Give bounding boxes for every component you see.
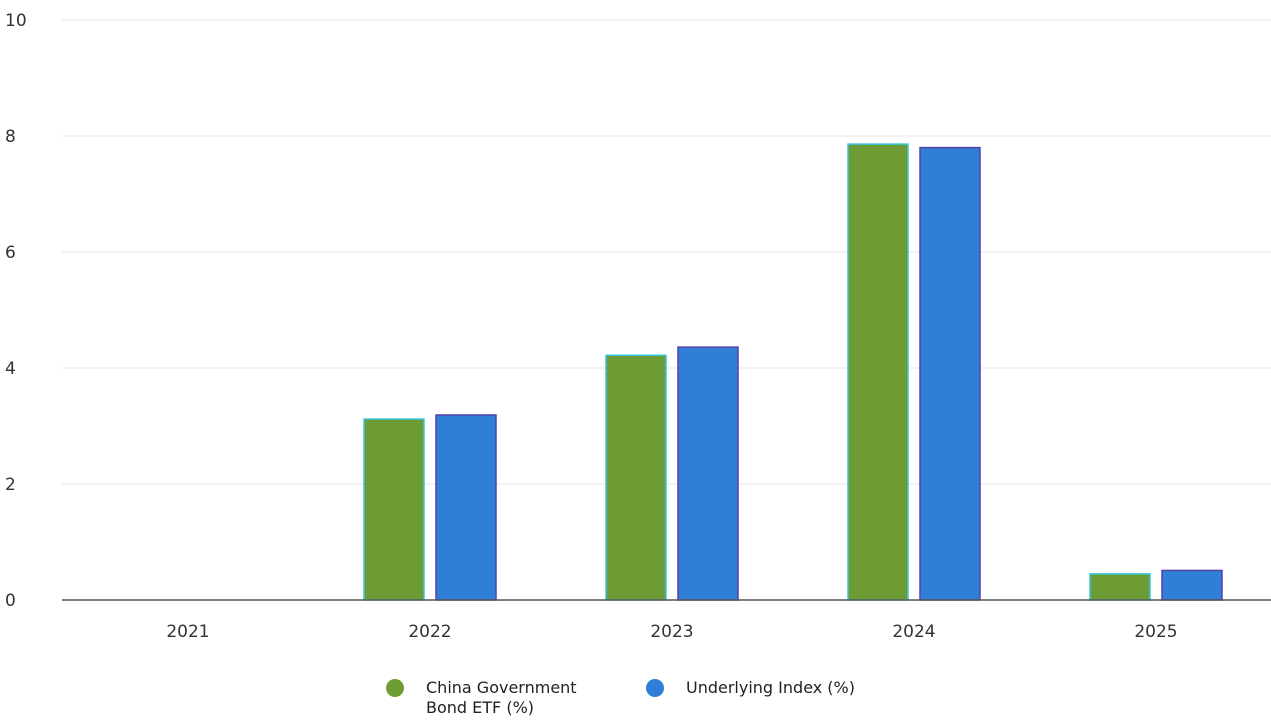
- y-tick-label: 2: [5, 475, 16, 495]
- gridlines: [62, 19, 1271, 485]
- legend: China Government Bond ETF (%) Underlying…: [386, 678, 855, 718]
- bar-index-2022[interactable]: [435, 414, 497, 601]
- bar-etf-2025[interactable]: [1089, 573, 1151, 601]
- bar-etf-2023[interactable]: [605, 354, 667, 601]
- legend-item-index[interactable]: Underlying Index (%): [646, 678, 855, 698]
- legend-label-etf: China Government Bond ETF (%): [426, 678, 577, 717]
- bar-index-2024[interactable]: [919, 146, 981, 601]
- legend-label-index: Underlying Index (%): [686, 678, 855, 697]
- y-tick-label: 6: [5, 243, 16, 263]
- x-tick-label: 2021: [166, 622, 209, 642]
- bar-index-2025[interactable]: [1161, 569, 1223, 601]
- y-tick-label: 8: [5, 127, 16, 147]
- x-tick-label: 2024: [892, 622, 935, 642]
- y-tick-label: 4: [5, 359, 16, 379]
- legend-marker-index: [646, 679, 664, 697]
- legend-item-etf[interactable]: China Government Bond ETF (%): [386, 678, 612, 718]
- x-tick-label: 2022: [408, 622, 451, 642]
- bars: [363, 143, 1223, 601]
- x-tick-label: 2025: [1134, 622, 1177, 642]
- x-axis-tick-labels: 2021 2022 2023 2024 2025: [166, 622, 1177, 642]
- bar-etf-2022[interactable]: [363, 418, 425, 601]
- y-axis-tick-labels: 0 2 4 6 8 10: [5, 11, 27, 611]
- x-tick-label: 2023: [650, 622, 693, 642]
- bar-etf-2024[interactable]: [847, 143, 909, 601]
- bar-index-2023[interactable]: [677, 346, 739, 601]
- legend-marker-etf: [386, 679, 404, 697]
- y-tick-label: 0: [5, 591, 16, 611]
- y-tick-label: 10: [5, 11, 27, 31]
